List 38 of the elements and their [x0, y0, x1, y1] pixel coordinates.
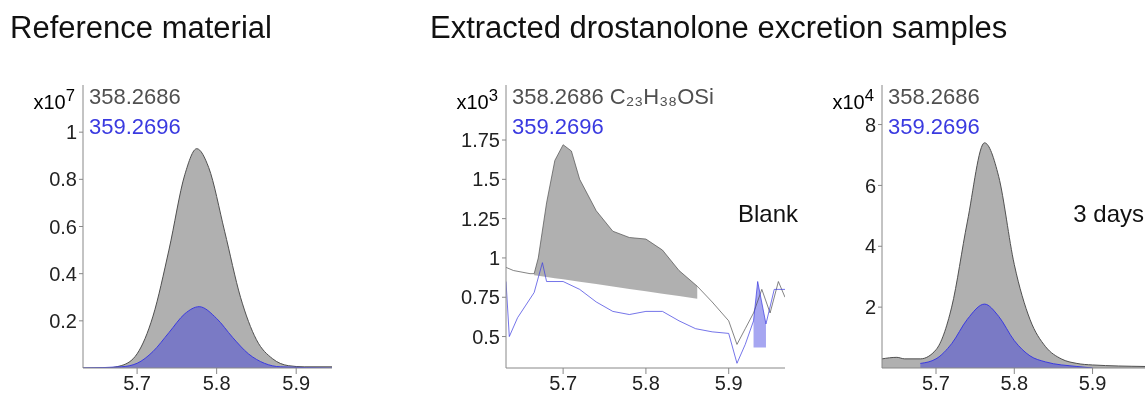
y-tick-label: 2: [864, 296, 876, 319]
y-axis-title: x10$^{4}$: [832, 86, 874, 114]
y-tick-label: 0.75: [461, 286, 500, 309]
y-tick-label: 1: [65, 121, 77, 144]
annotation: 3 days: [1073, 200, 1144, 228]
y-tick-label: 1.25: [461, 207, 500, 230]
line-series: [506, 262, 785, 364]
y-tick-label: 8: [864, 113, 876, 136]
y-tick-label: 0.6: [49, 215, 77, 238]
x-tick-label: 5.7: [922, 372, 950, 395]
text: 359.2696: [888, 114, 980, 140]
x-tick-label: 5.7: [123, 372, 151, 395]
text: 359.2696: [512, 114, 604, 140]
x-tick-label: 5.9: [1078, 372, 1107, 395]
y-tick-label: 6: [864, 174, 876, 197]
annotation: Blank: [737, 200, 798, 228]
chart-title: Reference material: [10, 10, 272, 46]
series-label: 358.2686: [89, 84, 181, 110]
y-axis-title: x10$^{3}$: [456, 86, 498, 114]
text: 358.2686 C₂₃H₃₈OSi: [512, 84, 714, 110]
x-tick-label: 5.8: [632, 372, 660, 395]
y-tick-label: 0.2: [49, 309, 77, 332]
y-tick-label: 0.4: [49, 262, 77, 285]
y-axis-title: x10$^{7}$: [33, 86, 75, 114]
y-tick-label: 1.5: [472, 168, 500, 191]
x-tick-label: 5.7: [549, 372, 578, 395]
chart-title: Extracted drostanolone excretion samples: [430, 10, 1008, 46]
y-tick-label: 1.75: [461, 129, 500, 152]
series-label: 358.2686: [888, 84, 980, 110]
x-tick-label: 5.8: [202, 372, 231, 395]
y-tick-label: 0.8: [49, 168, 77, 191]
y-tick-label: 4: [864, 235, 876, 258]
x-tick-label: 5.9: [714, 372, 743, 395]
y-tick-label: 0.5: [472, 325, 500, 348]
x-tick-label: 5.8: [1000, 372, 1029, 395]
x-tick-label: 5.9: [282, 372, 311, 395]
text: 359.2696: [89, 114, 181, 140]
y-tick-label: 1: [488, 247, 500, 270]
